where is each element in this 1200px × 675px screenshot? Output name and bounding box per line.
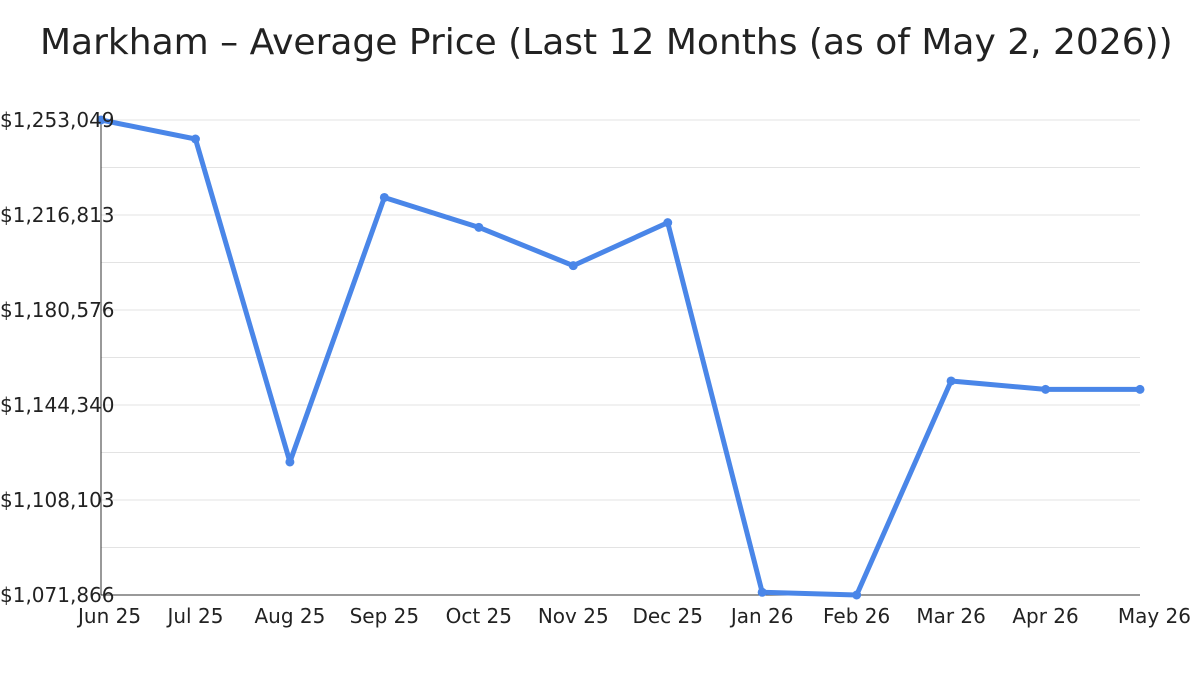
data-point bbox=[1135, 384, 1145, 394]
data-point bbox=[474, 222, 484, 232]
data-point bbox=[96, 115, 106, 125]
x-tick-label: Oct 25 bbox=[446, 604, 512, 628]
x-tick-label: Feb 26 bbox=[823, 604, 890, 628]
x-tick-label: Mar 26 bbox=[916, 604, 986, 628]
data-point bbox=[663, 218, 673, 228]
y-tick-label: $1,071,866 bbox=[0, 583, 115, 607]
data-point bbox=[757, 587, 767, 597]
series bbox=[96, 115, 1145, 600]
y-tick-label: $1,180,576 bbox=[0, 298, 115, 322]
x-tick-label: Sep 25 bbox=[350, 604, 420, 628]
y-tick-label: $1,253,049 bbox=[0, 108, 115, 132]
x-tick-label: May 26 bbox=[1118, 604, 1191, 628]
x-tick-label: Dec 25 bbox=[632, 604, 703, 628]
data-point bbox=[946, 376, 956, 386]
x-tick-label: Jan 26 bbox=[729, 604, 794, 628]
axes bbox=[100, 120, 1140, 596]
data-point bbox=[1041, 384, 1051, 394]
y-tick-label: $1,108,103 bbox=[0, 488, 115, 512]
data-point bbox=[190, 134, 200, 144]
data-point bbox=[285, 457, 295, 467]
tick-labels: $1,071,866 $1,108,103 $1,144,340 $1,180,576… bbox=[0, 108, 1191, 628]
x-tick-label: Nov 25 bbox=[538, 604, 609, 628]
series-line bbox=[98, 117, 1143, 598]
gridlines bbox=[101, 119, 1140, 548]
y-tick-label: $1,216,813 bbox=[0, 203, 115, 227]
data-point bbox=[852, 590, 862, 600]
data-point bbox=[568, 261, 578, 271]
y-tick-label: $1,144,340 bbox=[0, 393, 115, 417]
data-point bbox=[379, 192, 389, 202]
x-tick-label: Aug 25 bbox=[254, 604, 325, 628]
x-tick-label: Jul 25 bbox=[165, 604, 223, 628]
chart-title: Markham – Average Price (Last 12 Months … bbox=[40, 22, 1173, 63]
x-tick-label: Jun 25 bbox=[76, 604, 141, 628]
x-tick-label: Apr 26 bbox=[1012, 604, 1078, 628]
